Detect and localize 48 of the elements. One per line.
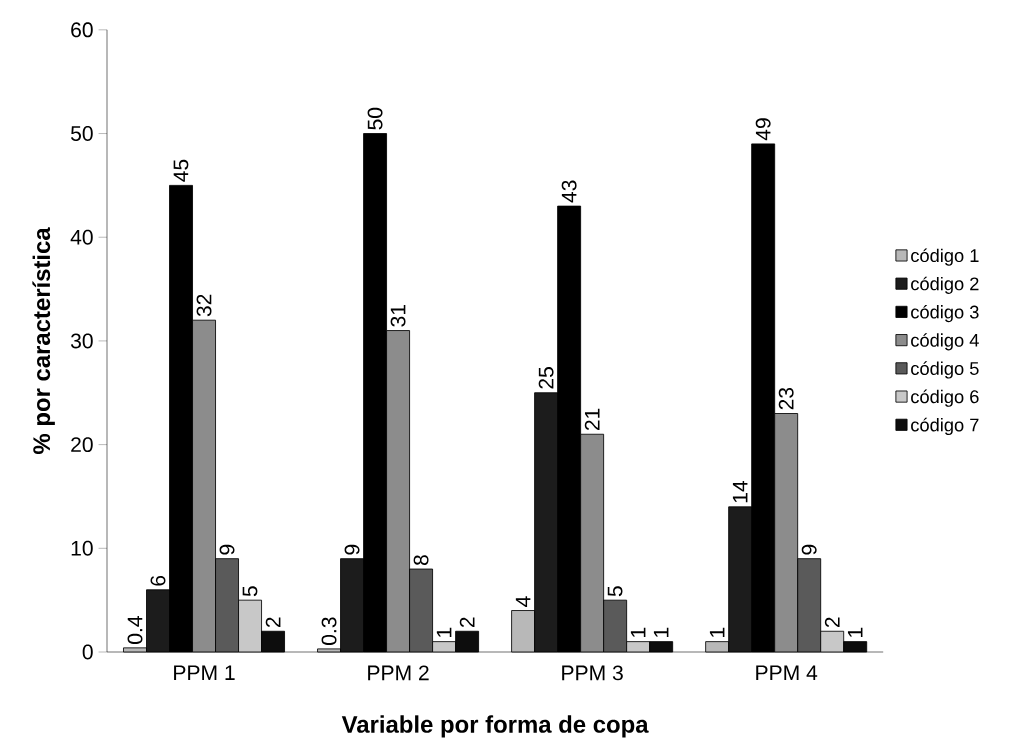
y-tick-label: 40 xyxy=(70,229,93,245)
data-label: 14 xyxy=(732,480,748,503)
data-label: 0.3 xyxy=(321,617,337,645)
legend-label: código 7 xyxy=(911,417,979,436)
y-tick-label: 0 xyxy=(82,644,93,660)
data-label: 1 xyxy=(847,627,863,637)
x-tick-label: PPM 1 xyxy=(174,665,235,680)
legend-label: código 5 xyxy=(911,361,979,379)
data-label: 0.4 xyxy=(127,616,143,644)
data-label: 6 xyxy=(150,575,166,586)
data-label: 49 xyxy=(755,118,771,141)
data-label: 50 xyxy=(367,107,383,130)
data-label: 23 xyxy=(778,387,794,410)
data-label: 5 xyxy=(607,586,623,597)
x-tick-label: PPM 2 xyxy=(368,665,429,681)
y-tick-label: 20 xyxy=(71,437,93,453)
data-label: 8 xyxy=(413,555,429,566)
y-tick-label: 60 xyxy=(71,22,93,38)
x-axis-title: Variable por forma de copa xyxy=(341,715,649,738)
data-label: 1 xyxy=(436,627,452,637)
y-axis-title: % por característica xyxy=(32,227,55,454)
data-label: 21 xyxy=(584,408,600,431)
data-label: 2 xyxy=(824,617,840,628)
data-label: 9 xyxy=(801,544,817,555)
data-label: 1 xyxy=(709,627,725,637)
y-tick-label: 30 xyxy=(70,333,93,349)
y-tick-label: 10 xyxy=(71,540,93,556)
legend-label: código 6 xyxy=(911,389,979,407)
data-label: 4 xyxy=(515,596,531,607)
data-label: 25 xyxy=(538,367,554,389)
data-label: 45 xyxy=(173,159,189,182)
data-label: 1 xyxy=(630,627,646,637)
data-label: 2 xyxy=(459,617,475,628)
x-tick-label: PPM 4 xyxy=(756,665,818,680)
legend-label: código 3 xyxy=(911,304,979,323)
data-label: 43 xyxy=(561,180,577,203)
data-label: 5 xyxy=(242,586,258,597)
data-label: 9 xyxy=(344,544,360,555)
legend-label: código 1 xyxy=(911,248,979,266)
data-label: 32 xyxy=(196,294,212,317)
x-tick-label: PPM 3 xyxy=(562,665,623,681)
data-label: 2 xyxy=(265,617,281,628)
legend-label: código 4 xyxy=(911,333,979,351)
data-label: 31 xyxy=(390,305,406,327)
data-label: 1 xyxy=(653,627,669,637)
y-tick-label: 50 xyxy=(70,126,93,141)
data-label: 9 xyxy=(219,544,235,555)
legend-label: código 2 xyxy=(911,276,979,294)
